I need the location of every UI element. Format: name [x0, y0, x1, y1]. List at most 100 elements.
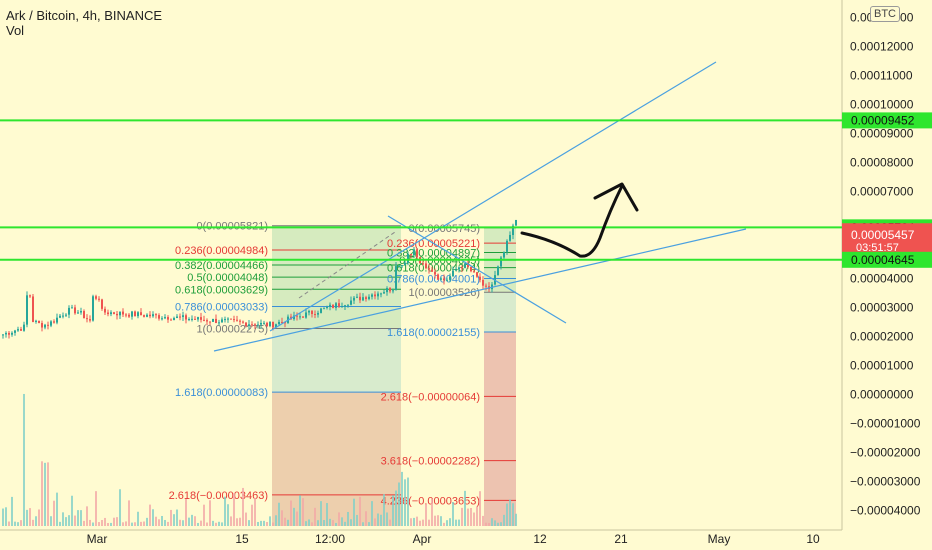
- volume-bar: [317, 520, 319, 526]
- candle-body: [308, 310, 310, 313]
- time-tick-label: May: [708, 532, 731, 546]
- candle-body: [269, 321, 271, 327]
- volume-bar: [167, 521, 169, 526]
- candle-body: [251, 324, 253, 326]
- volume-bar: [254, 497, 256, 526]
- volume-bar: [137, 511, 139, 526]
- volume-bar: [407, 477, 409, 526]
- candle-body: [365, 297, 367, 300]
- candle-body: [167, 317, 169, 320]
- candle-body: [380, 293, 382, 295]
- candle-body: [443, 278, 445, 281]
- candle-body: [422, 263, 424, 265]
- candle-body: [125, 314, 127, 316]
- right-fib-retracement: 0(0.00005745)0.236(0.00005221)0.382(0.00…: [381, 223, 516, 526]
- currency-badge[interactable]: BTC: [870, 6, 900, 22]
- candle-body: [59, 315, 61, 318]
- price-tick-label: 0.00011000: [850, 69, 913, 83]
- volume-bar: [92, 522, 94, 526]
- volume-bar: [269, 516, 271, 526]
- candle-body: [449, 276, 451, 280]
- volume-bar: [113, 517, 115, 526]
- volume-bar: [386, 512, 388, 526]
- volume-bar: [110, 522, 112, 526]
- candles: [2, 219, 517, 526]
- price-tick-label: −0.00004000: [850, 504, 921, 518]
- volume-bar: [449, 518, 451, 526]
- price-tick-label: 0.00002000: [850, 330, 914, 344]
- volume-bar: [512, 503, 514, 526]
- candle-body: [482, 279, 484, 286]
- candle-body: [152, 314, 154, 317]
- volume-bar: [380, 514, 382, 526]
- candle-body: [206, 320, 208, 322]
- trendline: [387, 215, 567, 324]
- volume-bar: [326, 503, 328, 526]
- volume-bar: [104, 517, 106, 526]
- volume-bar: [71, 495, 73, 526]
- volume-bar: [176, 509, 178, 526]
- price-tick-label: 0.00012000: [850, 40, 914, 54]
- candle-body: [398, 266, 400, 268]
- candle-body: [512, 225, 514, 235]
- price-tick-label: 0.00008000: [850, 156, 914, 170]
- volume-bar: [14, 521, 16, 526]
- candle-body: [155, 314, 157, 316]
- candle-body: [35, 320, 37, 322]
- volume-bar: [86, 506, 88, 526]
- volume-bar: [215, 522, 217, 526]
- volume-bar: [161, 515, 163, 526]
- candle-body: [110, 312, 112, 315]
- left-fib-zone-orange: [272, 392, 401, 526]
- volume-bar: [263, 520, 265, 526]
- candle-body: [128, 314, 130, 317]
- candle-body: [53, 321, 55, 323]
- volume-bar: [101, 520, 103, 526]
- volume-bar: [119, 489, 121, 526]
- candle-body: [224, 319, 226, 321]
- candle-body: [335, 303, 337, 308]
- volume-bar: [221, 522, 223, 526]
- volume-bar: [284, 517, 286, 526]
- candle-body: [212, 318, 214, 322]
- candle-body: [344, 305, 346, 307]
- price-tick-label: 0.00009000: [850, 127, 914, 141]
- candle-body: [149, 314, 151, 317]
- candle-body: [122, 311, 124, 315]
- price-tick-label: −0.00003000: [850, 475, 921, 489]
- volume-bar: [80, 510, 82, 526]
- volume-bar: [155, 516, 157, 526]
- volume-bar: [359, 496, 361, 526]
- candle-body: [323, 307, 325, 309]
- volume-bar: [416, 516, 418, 526]
- candle-body: [218, 322, 220, 324]
- candle-body: [233, 319, 235, 321]
- volume-bar: [299, 495, 301, 526]
- volume-bar: [206, 522, 208, 526]
- volume-bar: [227, 504, 229, 526]
- candle-body: [359, 296, 361, 301]
- candle-body: [20, 329, 22, 331]
- time-axis: Mar 15 12:00 Apr 12 21 May 10: [87, 532, 820, 546]
- volume-label: Vol: [6, 23, 25, 38]
- volume-bar: [197, 522, 199, 526]
- candle-body: [194, 318, 196, 320]
- candle-body: [134, 311, 136, 317]
- volume-bar: [488, 522, 490, 526]
- volume-bar: [23, 393, 25, 526]
- volume-bar: [314, 507, 316, 526]
- volume-bar: [158, 519, 160, 526]
- candle-body: [77, 312, 79, 314]
- current-price-tag: [842, 223, 932, 254]
- volume-bar: [344, 521, 346, 526]
- volume-bar: [26, 509, 28, 526]
- volume-bar: [332, 520, 334, 526]
- volume-bar: [65, 517, 67, 526]
- time-tick-label: 12:00: [315, 532, 345, 546]
- candle-body: [113, 312, 115, 314]
- time-tick-label: 21: [614, 532, 628, 546]
- candle-body: [230, 318, 232, 320]
- volume-bar: [182, 520, 184, 526]
- candle-body: [404, 262, 406, 266]
